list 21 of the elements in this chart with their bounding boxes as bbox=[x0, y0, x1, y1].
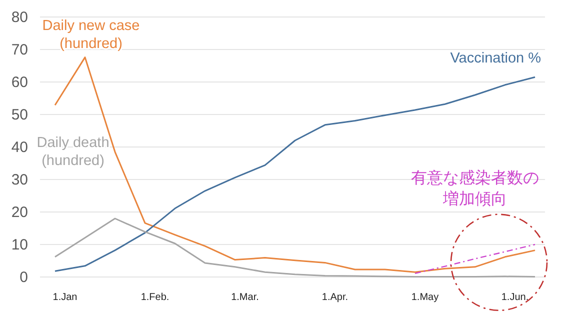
y-tick: 50 bbox=[11, 106, 28, 124]
x-tick: 1.Jan bbox=[52, 292, 78, 303]
x-tick: 1.Mar. bbox=[231, 292, 259, 303]
series-label: Vaccination % bbox=[450, 50, 541, 66]
series-label: Daily death bbox=[36, 135, 110, 151]
series-label: (hundred) bbox=[42, 153, 104, 169]
y-tick: 20 bbox=[11, 204, 28, 221]
y-tick: 80 bbox=[11, 9, 28, 26]
y-tick: 40 bbox=[11, 139, 28, 156]
annotation: 有意な感染者数の増加傾向 bbox=[411, 170, 539, 208]
y-tick: 30 bbox=[11, 172, 28, 188]
series-label: (hundred) bbox=[60, 36, 122, 52]
x-tick: 1.Apr. bbox=[322, 292, 348, 303]
y-tick: 0 bbox=[20, 269, 28, 286]
y-tick: 10 bbox=[11, 236, 28, 254]
x-tick: 1.Jun. bbox=[501, 292, 529, 303]
y-tick: 70 bbox=[11, 42, 28, 58]
y-tick: 60 bbox=[11, 74, 28, 91]
x-tick: 1.Feb. bbox=[140, 292, 170, 303]
series-label: Daily new case bbox=[42, 18, 140, 34]
x-tick: 1.May bbox=[411, 292, 439, 303]
